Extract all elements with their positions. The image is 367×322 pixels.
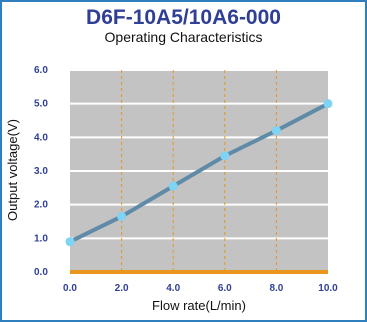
data-point — [271, 126, 281, 136]
series — [65, 99, 333, 247]
series-line — [68, 101, 330, 244]
chart-subtitle: Operating Characteristics — [104, 29, 263, 45]
y-tick-label: 4.0 — [34, 132, 48, 143]
y-tick-label: 5.0 — [34, 99, 48, 110]
y-tick-label: 3.0 — [34, 166, 48, 177]
x-tick-label: 0.0 — [63, 283, 77, 294]
x-tick-label: 6.0 — [218, 283, 232, 294]
y-tick-label: 6.0 — [34, 65, 48, 76]
data-point — [220, 151, 230, 161]
chart-title: D6F-10A5/10A6-000 — [86, 6, 281, 29]
x-tick-label: 2.0 — [115, 283, 129, 294]
data-point — [323, 99, 333, 109]
x-tick-label: 10.0 — [318, 283, 338, 294]
y-tick-label: 0.0 — [34, 267, 48, 278]
y-axis-label: Output voltage(V) — [5, 119, 20, 221]
data-point — [117, 211, 127, 221]
data-point — [168, 181, 178, 191]
y-tick-label: 1.0 — [34, 233, 48, 244]
x-axis-label: Flow rate(L/min) — [152, 298, 246, 313]
tick-labels: 0.0 1.0 2.0 3.0 4.0 5.0 6.0 0.0 2.0 4.0 6.0 8.0 10.0 — [34, 65, 338, 294]
x-tick-label: 8.0 — [269, 283, 283, 294]
data-point — [65, 237, 75, 247]
x-tick-label: 4.0 — [166, 283, 180, 294]
y-tick-label: 2.0 — [34, 200, 48, 211]
